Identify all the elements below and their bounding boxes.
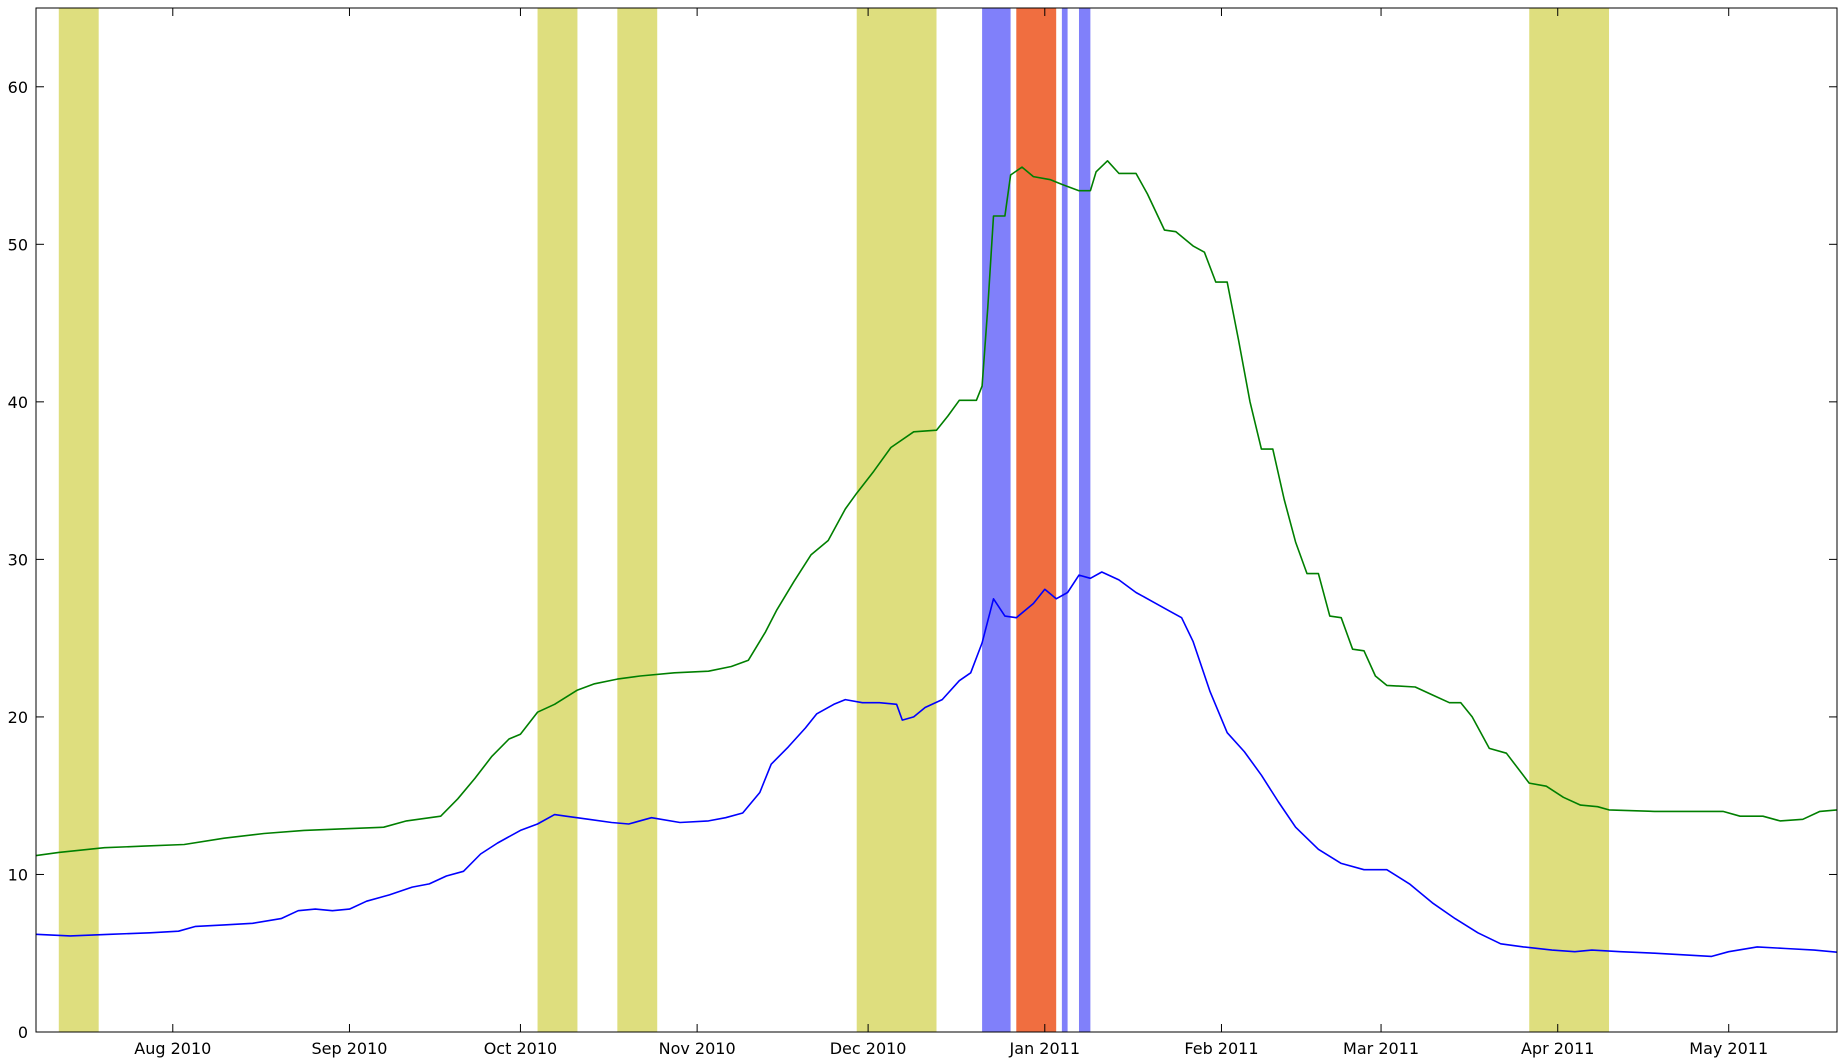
highlight-band-4 <box>982 8 1011 1032</box>
y-tick-label: 40 <box>8 393 28 412</box>
highlight-band-5 <box>1016 8 1057 1032</box>
x-tick-label: Apr 2011 <box>1521 1039 1594 1058</box>
highlight-band-6 <box>1061 8 1068 1032</box>
x-tick-label: May 2011 <box>1689 1039 1768 1058</box>
x-tick-label: Feb 2011 <box>1184 1039 1258 1058</box>
series-line-1 <box>36 571 1837 958</box>
y-tick-label: 20 <box>8 708 28 727</box>
plot-frame <box>35 7 1838 1033</box>
highlight-band-8 <box>1529 8 1610 1032</box>
x-tick-label: Dec 2010 <box>830 1039 907 1058</box>
y-tick-label: 10 <box>8 865 28 884</box>
highlight-band-1 <box>537 8 578 1032</box>
x-tick-label: Aug 2010 <box>134 1039 211 1058</box>
series-lines <box>36 160 1837 958</box>
highlight-bands <box>58 8 1610 1032</box>
axes: 0 10 20 30 40 50 60 Aug 2010 Sep 2010 Oct 2010 Nov… <box>8 7 1838 1058</box>
series-line-0 <box>36 160 1837 857</box>
y-tick-label: 30 <box>8 550 28 569</box>
y-tick-label: 50 <box>8 235 28 254</box>
y-tick-label: 0 <box>18 1023 28 1042</box>
highlight-band-0 <box>58 8 99 1032</box>
x-tick-label: Nov 2010 <box>659 1039 736 1058</box>
x-tick-label: Mar 2011 <box>1343 1039 1419 1058</box>
y-tick-label: 60 <box>8 78 28 97</box>
x-tick-label: Sep 2010 <box>311 1039 387 1058</box>
x-tick-label: Oct 2010 <box>484 1039 557 1058</box>
x-tick-label: Jan 2011 <box>1009 1039 1080 1058</box>
highlight-band-7 <box>1078 8 1091 1032</box>
highlight-band-2 <box>617 8 658 1032</box>
highlight-band-3 <box>856 8 937 1032</box>
